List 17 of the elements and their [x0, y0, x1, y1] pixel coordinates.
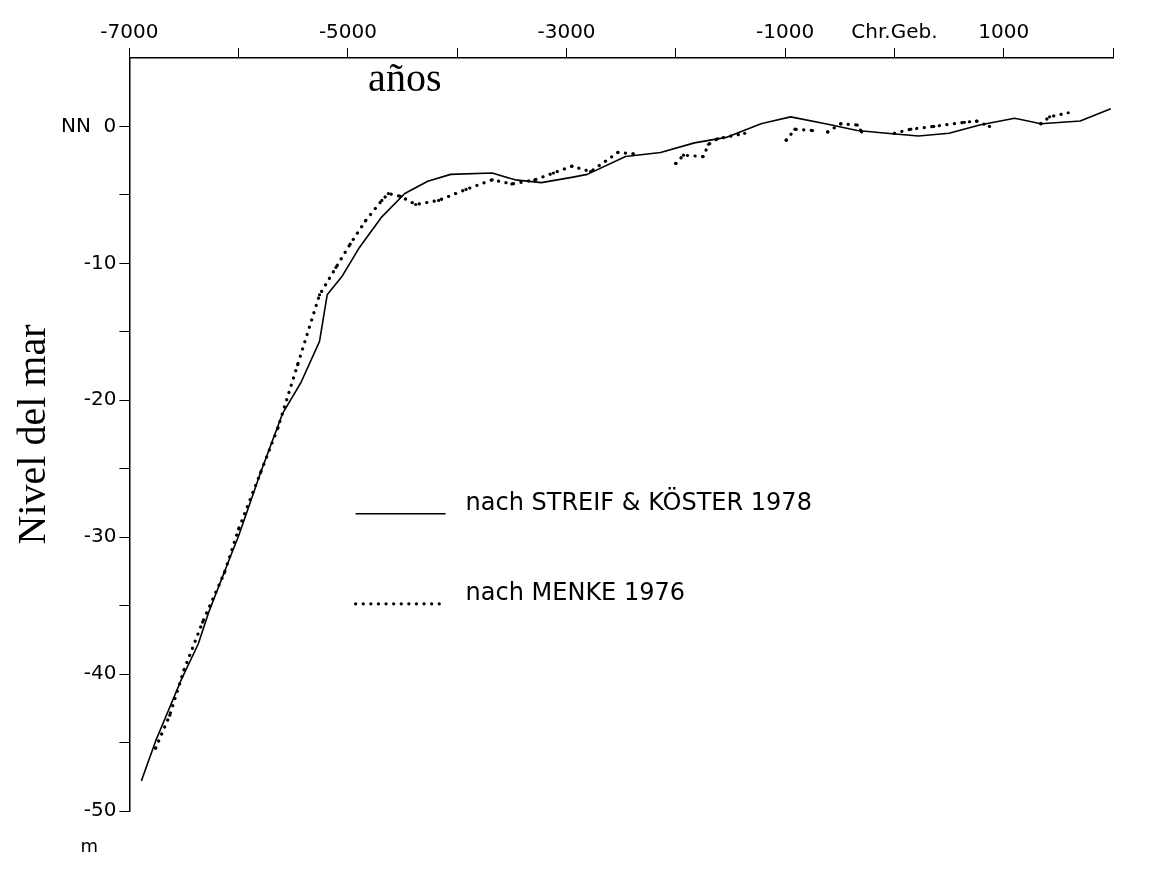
x-tick-label: 1000 [978, 19, 1030, 44]
x-axis-title: años [368, 54, 442, 100]
x-tick-label: -1000 [756, 19, 815, 44]
legend-label: nach MENKE 1976 [465, 578, 685, 607]
x-tick-label: -7000 [100, 19, 159, 44]
y-axis-title: Nivel del mar [8, 324, 54, 545]
x-tick-label: Chr.Geb. [851, 19, 938, 44]
legend-label: nach STREIF & KÖSTER 1978 [465, 487, 812, 517]
y-tick-label: -50 [83, 797, 117, 822]
y-tick-label: -20 [83, 386, 117, 411]
y-tick-label: -40 [83, 660, 117, 685]
x-tick-label: -3000 [537, 19, 596, 44]
y-tick-label: -30 [83, 523, 117, 548]
y-tick-label: NN 0 [60, 112, 117, 137]
y-tick-label: -10 [83, 249, 117, 274]
x-tick-label: -5000 [318, 19, 378, 44]
text: m [80, 834, 99, 856]
